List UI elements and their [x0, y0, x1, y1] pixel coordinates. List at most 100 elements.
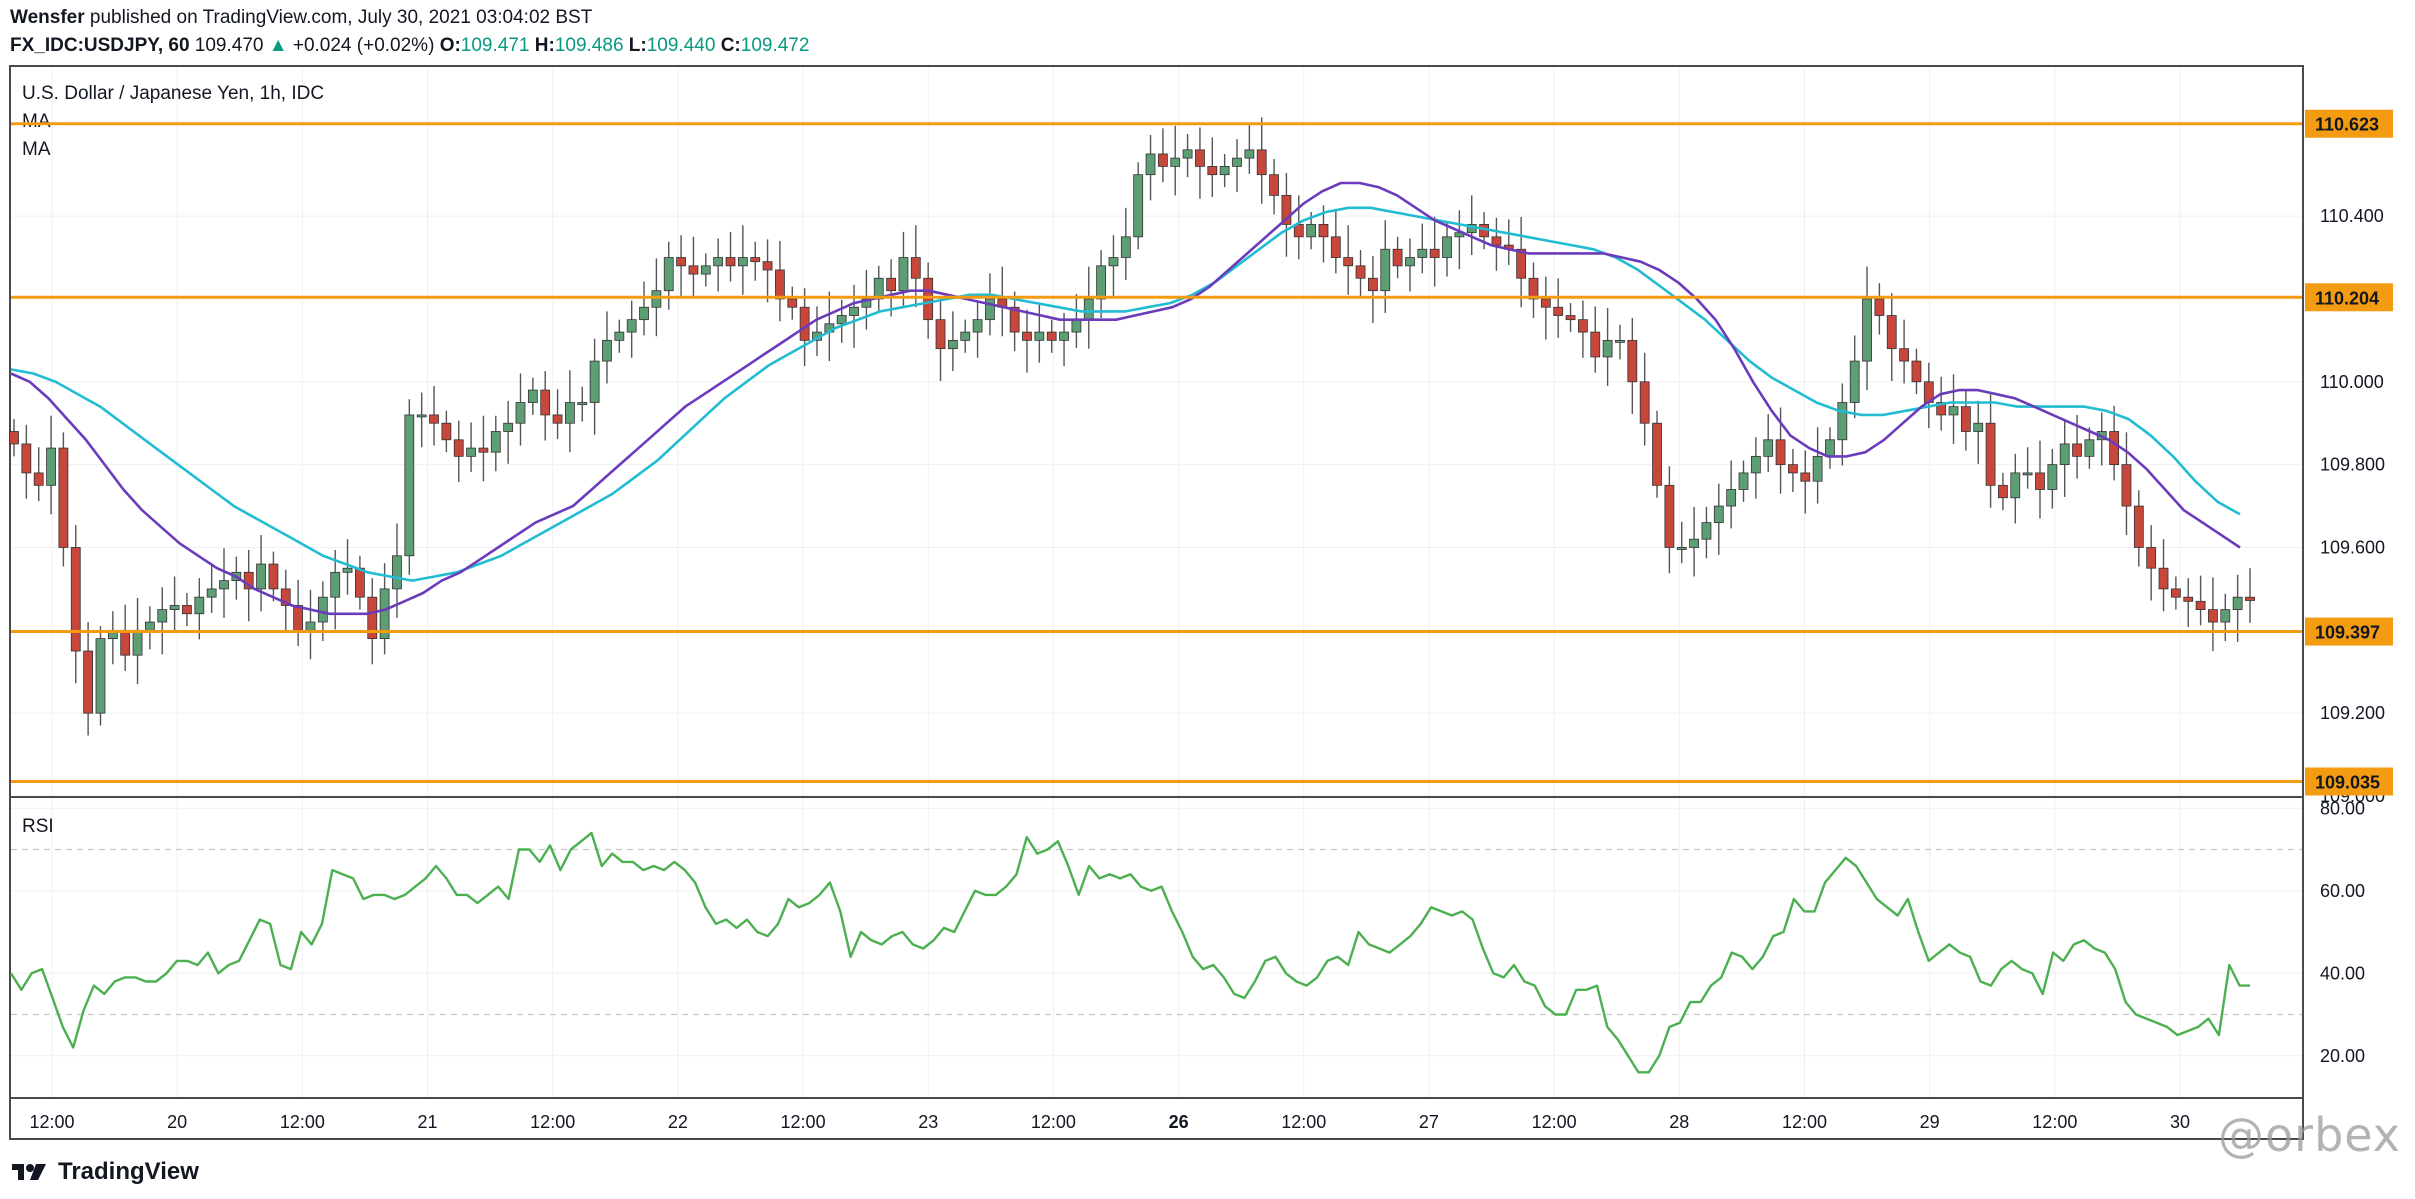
candle-up [1825, 439, 1835, 457]
x-tick-label: 27 [1419, 1112, 1439, 1132]
candle-up [1059, 331, 1069, 341]
candle-up [1454, 232, 1465, 238]
candle-up [305, 621, 316, 631]
candle-down [787, 298, 798, 308]
candle-up [1862, 298, 1872, 362]
candle-up [1170, 157, 1181, 167]
candle-down [1565, 315, 1576, 321]
candle-up [602, 339, 612, 362]
candle-down [1540, 298, 1551, 308]
candle-down [182, 605, 192, 615]
y-tick-label: 109.200 [2320, 703, 2385, 723]
candle-up [2010, 472, 2021, 499]
candle-down [540, 389, 551, 416]
y-tick-label: 109.800 [2320, 455, 2385, 475]
candle-up [1096, 265, 1107, 300]
candle-down [1553, 306, 1564, 316]
candle-down [2109, 431, 2120, 466]
candle-up [1615, 339, 1625, 343]
candle-up [1750, 455, 1761, 474]
x-tick-label: 21 [418, 1112, 438, 1132]
y-tick-label: 109.600 [2320, 537, 2385, 557]
candle-up [1145, 153, 1156, 176]
candle-down [280, 588, 291, 606]
level-tag [2305, 767, 2393, 796]
candle-up [144, 621, 155, 631]
rsi-tick-label: 60.00 [2320, 881, 2365, 901]
candle-down [1578, 319, 1588, 333]
y-tick-label: 110.400 [2320, 206, 2384, 226]
ma-label-slow: MA [22, 139, 51, 160]
x-tick-label: 12:00 [1532, 1112, 1577, 1132]
candle-up [1713, 505, 1724, 524]
candle-down [1985, 422, 1996, 486]
ma-label-fast: MA [22, 111, 51, 132]
up-arrow-icon: ▲ [268, 35, 288, 56]
candle-down [1157, 153, 1168, 167]
last-price: 109.470 [194, 35, 264, 56]
candle-down [2170, 588, 2181, 598]
candle-up [985, 298, 995, 321]
candle-down [1429, 248, 1440, 258]
candle-down [268, 563, 279, 590]
ohlc-bar: FX_IDC:USDJPY, 60 109.470 ▲ +0.024 (+0.0… [10, 32, 2405, 60]
level-tag-label: 110.623 [2315, 115, 2379, 135]
candle-down [453, 439, 464, 457]
candle-up [947, 339, 958, 350]
level-tag [2305, 283, 2393, 312]
orbex-watermark: @orbex [2218, 1108, 2401, 1162]
candle-up [2047, 464, 2058, 490]
candle-down [33, 472, 44, 486]
candle-up [2232, 596, 2243, 611]
level-tag [2305, 109, 2393, 138]
candle-down [775, 269, 785, 300]
candle-down [355, 567, 365, 598]
candle-up [700, 265, 711, 275]
x-tick-label: 12:00 [280, 1112, 325, 1132]
candle-down [1528, 277, 1539, 300]
price-pane-title: U.S. Dollar / Japanese Yen, 1h, IDC [22, 83, 324, 104]
candle-up [169, 605, 180, 611]
rsi-tick-label: 20.00 [2320, 1046, 2365, 1066]
candle-down [688, 265, 699, 275]
candle-down [2183, 596, 2194, 602]
candle-up [219, 580, 229, 590]
x-tick-label: 22 [668, 1112, 688, 1132]
candle-up [1071, 319, 1082, 333]
tradingview-logo-text: TradingView [58, 1158, 199, 1185]
y-tick-label: 110.000 [2320, 372, 2384, 392]
tradingview-mark-icon [12, 1164, 46, 1180]
candle-down [2195, 600, 2206, 611]
candle-up [206, 588, 217, 598]
candle-up [1380, 248, 1391, 292]
candle-up [960, 331, 971, 341]
candle-down [750, 257, 761, 263]
ma-slow-line [10, 206, 2241, 582]
rsi-tick-label: 80.00 [2320, 798, 2365, 818]
candle-up [95, 638, 106, 714]
tradingview-logo[interactable]: TradingView [10, 1158, 199, 1186]
candle-down [923, 277, 934, 321]
candle-down [1960, 406, 1971, 432]
candle-down [21, 443, 32, 474]
candle-down [552, 414, 563, 424]
candle-up [1306, 223, 1317, 238]
candle-down [367, 596, 378, 640]
candle-down [799, 306, 810, 341]
x-tick-label: 30 [2170, 1112, 2190, 1132]
candle-up [1120, 236, 1131, 258]
level-tag-label: 109.035 [2315, 773, 2380, 793]
candle-down [58, 447, 69, 548]
author-name[interactable]: Wensfer [10, 7, 85, 28]
candle-up [1812, 455, 1823, 482]
candle-up [342, 567, 353, 573]
candle-up [392, 555, 402, 590]
candle-up [861, 298, 872, 308]
candle-down [1664, 484, 1675, 548]
candle-down [2121, 464, 2132, 507]
open-label: O: [439, 35, 461, 56]
x-tick-label: 29 [1920, 1112, 1940, 1132]
candle-up [1948, 406, 1959, 416]
symbol-label: FX_IDC:USDJPY, 60 [10, 35, 190, 56]
